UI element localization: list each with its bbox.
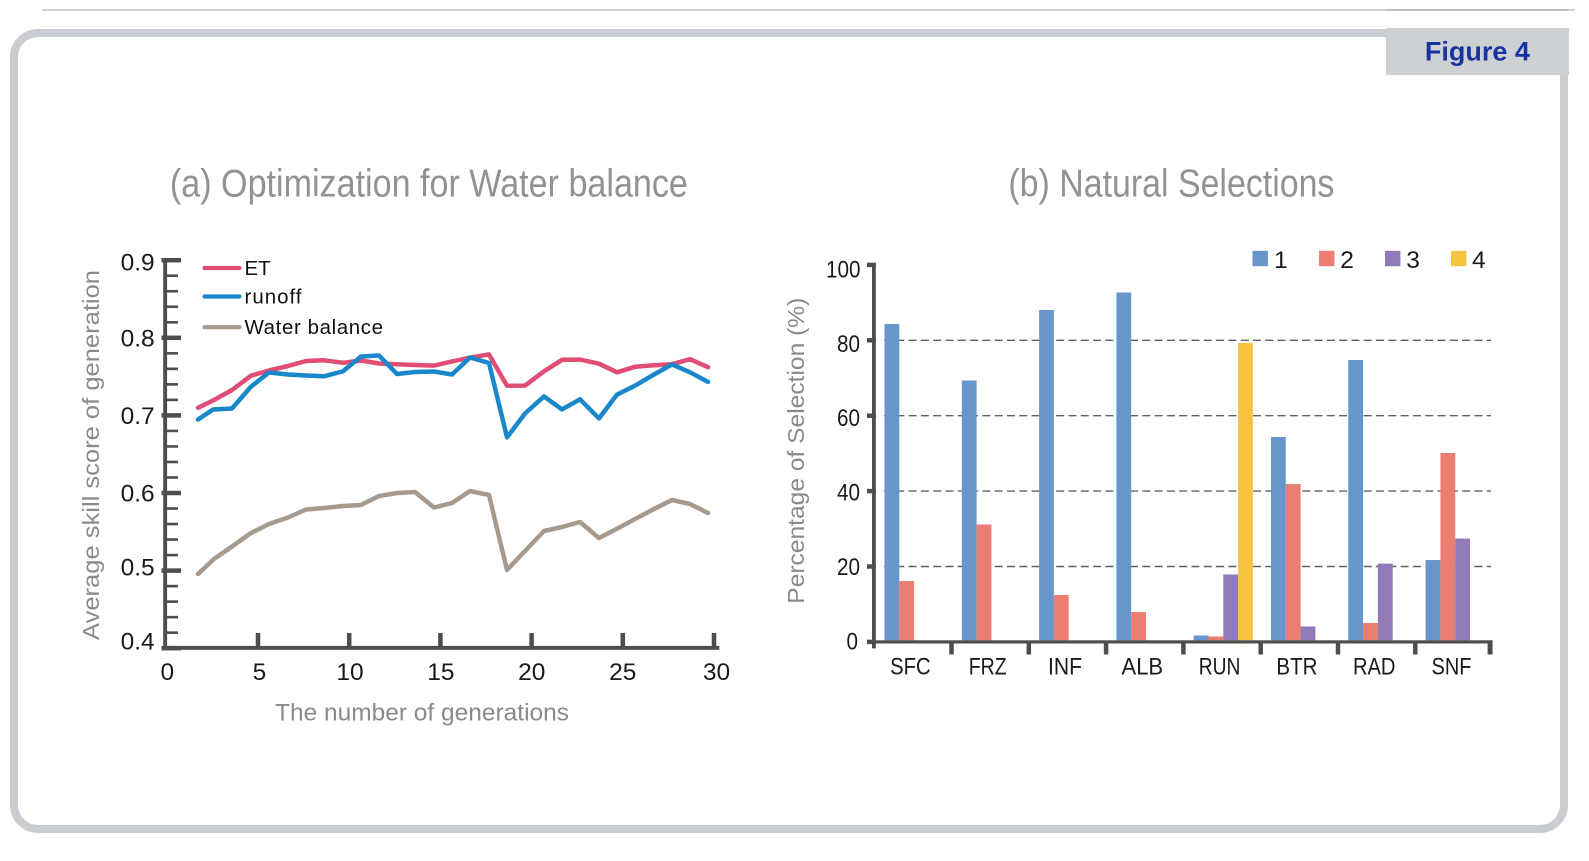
svg-text:10: 10 xyxy=(336,659,363,686)
svg-text:2: 2 xyxy=(1340,247,1354,274)
svg-text:0.6: 0.6 xyxy=(121,481,155,508)
svg-text:4: 4 xyxy=(1472,247,1486,274)
svg-text:FRZ: FRZ xyxy=(969,654,1007,681)
svg-text:The number of generations: The number of generations xyxy=(275,700,569,727)
svg-text:runoff: runoff xyxy=(245,286,302,309)
svg-text:(b) Natural Selections: (b) Natural Selections xyxy=(1008,163,1334,206)
svg-text:SNF: SNF xyxy=(1432,654,1472,681)
svg-text:0.5: 0.5 xyxy=(121,555,155,582)
svg-text:RUN: RUN xyxy=(1199,654,1241,681)
svg-text:ALB: ALB xyxy=(1122,654,1164,681)
svg-text:Percentage of Selection (%): Percentage of Selection (%) xyxy=(783,298,809,604)
svg-text:INF: INF xyxy=(1048,654,1082,681)
svg-text:RAD: RAD xyxy=(1353,654,1396,681)
svg-text:BTR: BTR xyxy=(1276,654,1317,681)
svg-text:ET: ET xyxy=(245,257,272,280)
svg-text:15: 15 xyxy=(427,659,454,686)
svg-text:20: 20 xyxy=(837,554,860,581)
svg-text:1: 1 xyxy=(1274,247,1288,274)
svg-text:0: 0 xyxy=(847,628,859,655)
svg-text:80: 80 xyxy=(837,331,860,358)
svg-text:3: 3 xyxy=(1406,247,1420,274)
svg-text:20: 20 xyxy=(518,659,545,686)
svg-text:Average skill score of generat: Average skill score of generation xyxy=(78,270,104,640)
svg-text:60: 60 xyxy=(837,405,860,432)
svg-text:0: 0 xyxy=(160,659,174,686)
svg-text:0.8: 0.8 xyxy=(121,326,155,353)
svg-text:0.9: 0.9 xyxy=(121,250,155,277)
svg-text:(a) Optimization for Water bal: (a) Optimization for Water balance xyxy=(170,163,688,206)
svg-text:100: 100 xyxy=(826,256,861,283)
svg-text:25: 25 xyxy=(609,659,636,686)
svg-text:40: 40 xyxy=(837,480,860,507)
svg-text:SFC: SFC xyxy=(890,654,931,681)
svg-text:5: 5 xyxy=(253,659,267,686)
svg-text:0.7: 0.7 xyxy=(121,403,155,430)
svg-text:0.4: 0.4 xyxy=(121,628,155,655)
svg-text:Water balance: Water balance xyxy=(245,316,384,339)
svg-text:30: 30 xyxy=(703,659,730,686)
